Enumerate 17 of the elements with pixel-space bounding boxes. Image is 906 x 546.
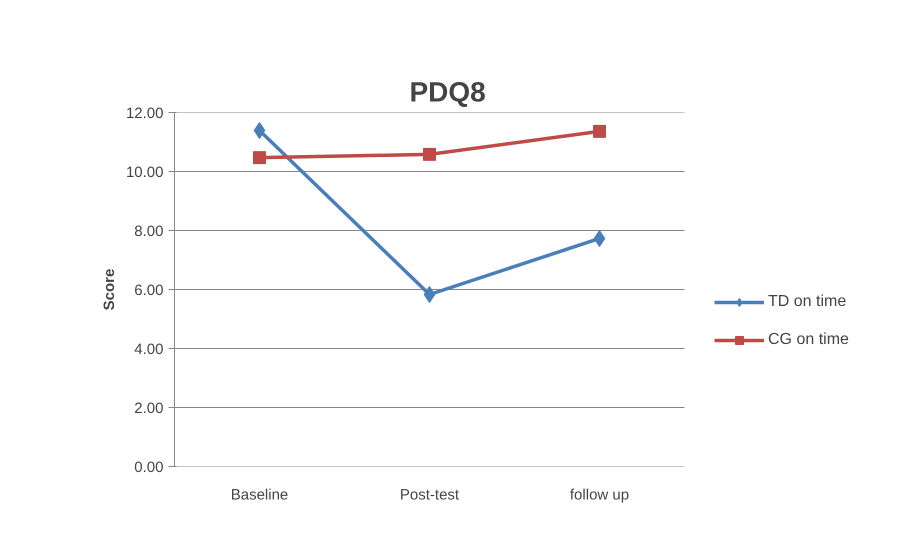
y-axis-title: Score	[100, 268, 118, 310]
y-tick-label: 6.00	[134, 282, 164, 299]
y-tick-label: 4.00	[134, 341, 164, 358]
point	[423, 148, 436, 161]
legend-label: TD on time	[768, 293, 846, 311]
point	[593, 124, 606, 138]
y-tick-label: 0.00	[134, 459, 164, 476]
chart-title: PDQ8	[410, 76, 486, 108]
y-tick-label: 12.00	[126, 105, 164, 122]
legend-label: CG on time	[768, 331, 849, 349]
x-tick-label: follow up	[570, 486, 630, 504]
x-tick-label: Post-test	[400, 486, 460, 504]
point	[253, 151, 266, 164]
y-tick-label: 8.00	[134, 223, 164, 240]
y-tick-label: 10.00	[126, 164, 164, 181]
y-tick-label: 2.00	[134, 400, 164, 417]
x-tick-label: Baseline	[230, 486, 288, 504]
